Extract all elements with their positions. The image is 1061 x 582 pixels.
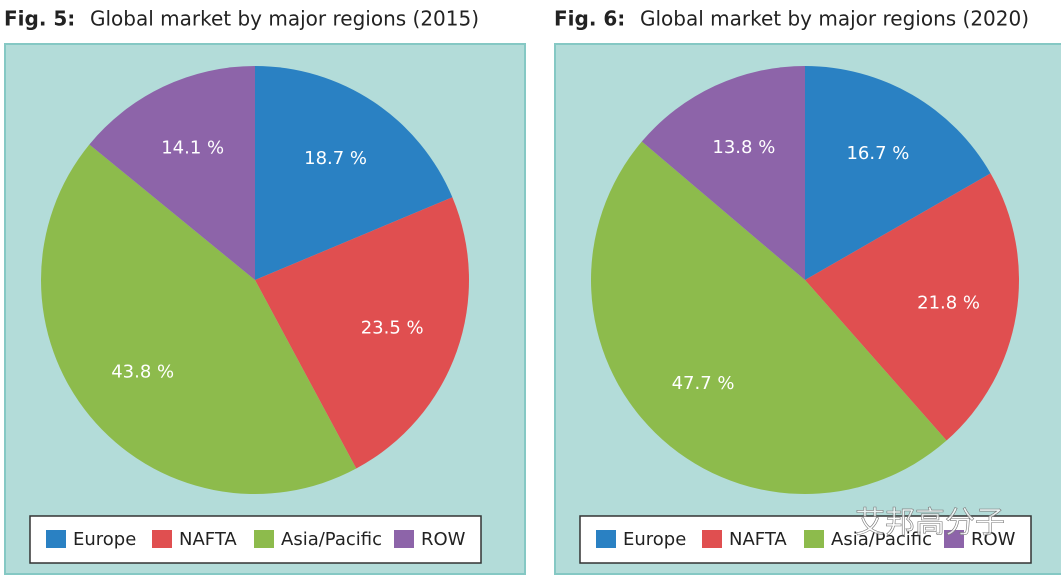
legend-label: Asia/Pacific [831, 529, 932, 550]
legend-swatch [394, 530, 414, 548]
pie-slice [641, 66, 805, 280]
watermark: 艾邦高分子 [855, 506, 1005, 541]
legend-swatch [46, 530, 66, 548]
chart-title: Global market by major regions (2015) [90, 7, 479, 31]
legend-swatch [596, 530, 616, 548]
value-label: 14.1 % [161, 137, 224, 158]
legend-label: Europe [623, 529, 686, 550]
value-label: 21.8 % [917, 293, 980, 314]
value-label: 23.5 % [361, 318, 424, 339]
value-label: 18.7 % [304, 148, 367, 169]
value-label: 13.8 % [712, 137, 775, 158]
figure-label: Fig. 6: [554, 7, 625, 31]
pie-slice [255, 66, 453, 280]
legend-label: Asia/Pacific [281, 529, 382, 550]
legend-label: NAFTA [729, 529, 787, 550]
pie-slice [805, 66, 991, 280]
legend-label: ROW [421, 529, 466, 550]
pie-slice [255, 197, 469, 469]
legend-label: Europe [73, 529, 136, 550]
legend-swatch [702, 530, 722, 548]
pie-slice [590, 141, 947, 495]
legend-swatch [804, 530, 824, 548]
legend-swatch [254, 530, 274, 548]
pie-slice [89, 66, 255, 280]
legend-swatch [944, 530, 964, 548]
value-label: 16.7 % [846, 143, 909, 164]
pie-slice [41, 144, 357, 494]
legend-label: NAFTA [179, 529, 237, 550]
pie-slice [805, 173, 1019, 441]
value-label: 47.7 % [672, 373, 735, 394]
chart-title: Global market by major regions (2020) [640, 7, 1029, 31]
figure-label: Fig. 5: [4, 7, 75, 31]
value-label: 43.8 % [111, 362, 174, 383]
legend-swatch [152, 530, 172, 548]
legend-label: ROW [971, 529, 1016, 550]
